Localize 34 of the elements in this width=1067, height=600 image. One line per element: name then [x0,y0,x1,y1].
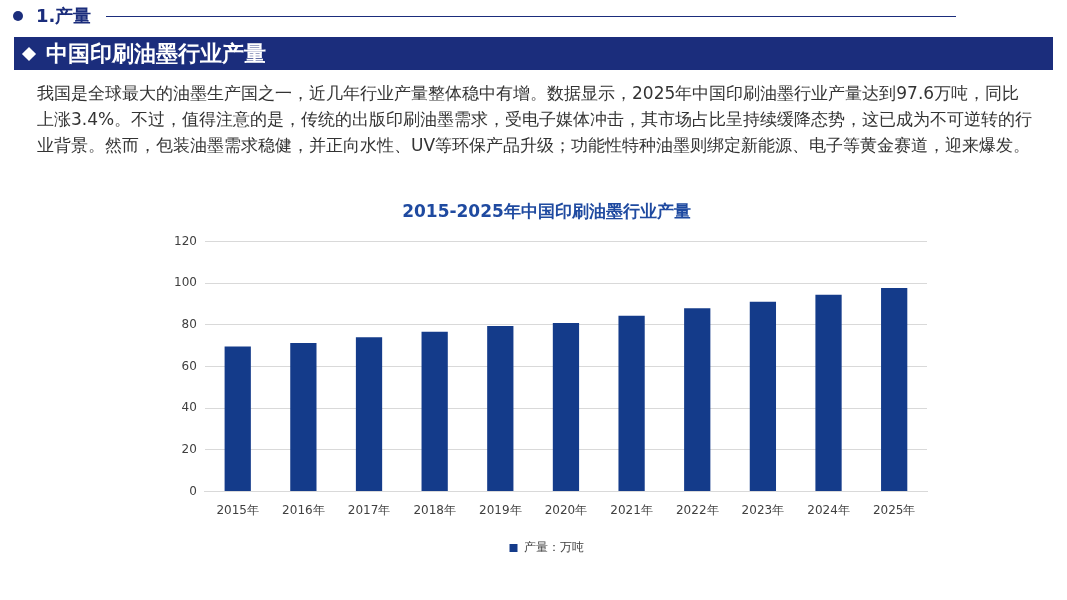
y-tick-label: 100 [174,275,197,290]
y-tick-label: 0 [189,483,197,498]
y-tick-label: 120 [174,233,197,248]
text: 中国印刷油墨行业产量 [46,40,266,68]
x-tick-label: 2015年 [216,502,259,517]
x-tick-label: 2018年 [413,502,456,517]
chart-title: 2015-2025年中国印刷油墨行业产量 [402,200,691,221]
legend-label: 产量：万吨 [523,540,584,555]
y-tick-label: 20 [181,442,197,457]
bar [487,326,514,492]
bar [421,331,448,492]
bar [224,346,251,492]
x-tick-label: 2020年 [544,502,588,517]
x-tick-label: 2021年 [610,502,653,517]
y-tick-label: 60 [181,358,197,373]
x-tick-label: 2019年 [479,502,522,517]
x-tick-label: 2025年 [872,502,916,517]
text: 我国是全球最大的油墨生产国之一，近几年行业产量整体稳中有增。数据显示，2025年中国印刷油墨行业产量达到97.6万吨，同比上涨3.4%。不过，值得注意的是，传统的出版印刷油墨需求，受电子媒体冲击，其市场占比呈持续缓降态势，这已成为不可逆转的行业背景。然而，包装油墨需求稳健，并正向水性、UV等环保产品升级；功能性特种油墨则绑定新能源、电子等黄金赛道，迎来爆发。 [37,82,1034,157]
x-tick-label: 2017年 [347,502,391,517]
x-tick-label: 2016年 [282,502,325,517]
bar [290,342,317,492]
bar [815,294,842,492]
x-tick-label: 2024年 [807,502,850,517]
bar [684,308,711,492]
bar [355,337,383,492]
x-tick-label: 2023年 [741,502,785,517]
y-tick-label: 40 [181,400,197,415]
bar [749,301,777,492]
x-tick-label: 2022年 [675,502,719,517]
bar [881,288,908,492]
bar [552,322,580,492]
text: 1.产量 [36,4,92,28]
bar [618,315,645,492]
y-tick-label: 80 [181,316,197,331]
